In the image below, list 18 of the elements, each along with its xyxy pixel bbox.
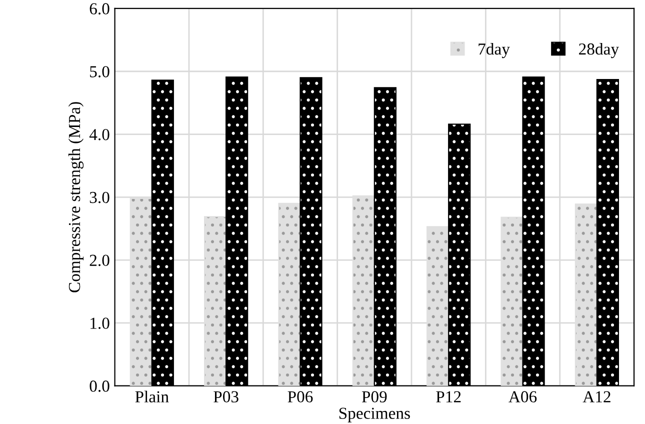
x-tick-label: P06 (288, 391, 313, 402)
x-axis-title: Specimens (339, 408, 410, 422)
x-tick-label: Plain (135, 390, 169, 402)
y-axis-title: Compressive strength (MPa) (68, 102, 84, 292)
x-tick-label: P12 (436, 391, 461, 402)
x-tick-label: P03 (214, 391, 238, 402)
y-tick-label: 2.0 (90, 254, 110, 266)
x-tick-label: A12 (582, 391, 610, 402)
y-tick-label: 0.0 (90, 380, 110, 392)
x-tick-label: A06 (508, 391, 537, 402)
y-tick-label: 6.0 (90, 3, 110, 14)
x-tick-label: P09 (362, 391, 387, 402)
y-tick-label: 1.0 (90, 318, 110, 329)
legend-label: 28day (579, 42, 619, 58)
y-tick-label: 5.0 (90, 66, 110, 78)
y-tick-label: 3.0 (90, 192, 110, 204)
y-tick-label: 4.0 (89, 128, 110, 140)
legend-label: 7day (478, 42, 510, 58)
